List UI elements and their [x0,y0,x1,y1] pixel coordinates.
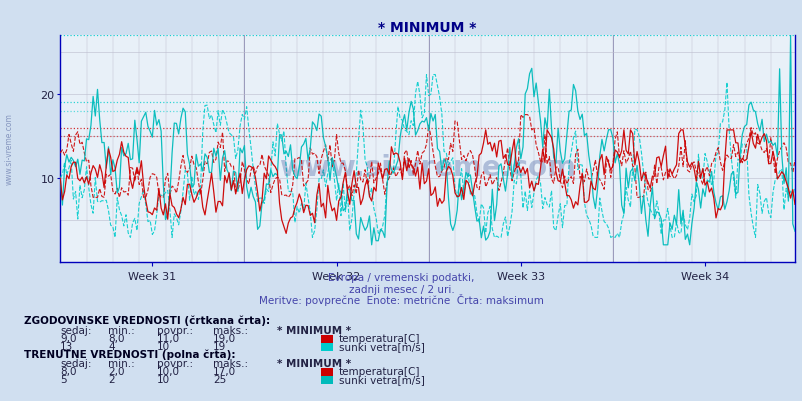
Text: 9,0: 9,0 [60,333,77,343]
Text: 19,0: 19,0 [213,333,236,343]
Text: sedaj:: sedaj: [60,325,91,335]
Text: * MINIMUM *: * MINIMUM * [277,358,350,368]
Text: 10: 10 [156,374,169,384]
Text: povpr.:: povpr.: [156,325,192,335]
Text: 2: 2 [108,374,115,384]
Text: sedaj:: sedaj: [60,358,91,368]
Text: TRENUTNE VREDNOSTI (polna črta):: TRENUTNE VREDNOSTI (polna črta): [24,348,235,359]
Text: 17,0: 17,0 [213,366,236,376]
Text: 19: 19 [213,341,226,351]
Text: 5: 5 [60,374,67,384]
Text: 10: 10 [156,341,169,351]
Text: 13: 13 [60,341,74,351]
Text: 4: 4 [108,341,115,351]
Text: 10,0: 10,0 [156,366,180,376]
Text: www.si-vreme.com: www.si-vreme.com [5,113,14,184]
Text: www.si-vreme.com: www.si-vreme.com [279,154,575,182]
Text: 25: 25 [213,374,226,384]
Text: Meritve: povprečne  Enote: metrične  Črta: maksimum: Meritve: povprečne Enote: metrične Črta:… [259,293,543,305]
Text: 8,0: 8,0 [60,366,77,376]
Text: zadnji mesec / 2 uri.: zadnji mesec / 2 uri. [348,284,454,294]
Text: Evropa / vremenski podatki,: Evropa / vremenski podatki, [328,273,474,283]
Text: sunki vetra[m/s]: sunki vetra[m/s] [338,374,424,384]
Text: temperatura[C]: temperatura[C] [338,366,419,376]
Text: sunki vetra[m/s]: sunki vetra[m/s] [338,341,424,351]
Text: 8,0: 8,0 [108,333,125,343]
Title: * MINIMUM *: * MINIMUM * [378,21,476,35]
Text: povpr.:: povpr.: [156,358,192,368]
Text: min.:: min.: [108,358,135,368]
Text: 11,0: 11,0 [156,333,180,343]
Text: ZGODOVINSKE VREDNOSTI (črtkana črta):: ZGODOVINSKE VREDNOSTI (črtkana črta): [24,314,270,325]
Text: 2,0: 2,0 [108,366,125,376]
Text: min.:: min.: [108,325,135,335]
Text: temperatura[C]: temperatura[C] [338,333,419,343]
Text: maks.:: maks.: [213,325,248,335]
Text: * MINIMUM *: * MINIMUM * [277,325,350,335]
Text: maks.:: maks.: [213,358,248,368]
